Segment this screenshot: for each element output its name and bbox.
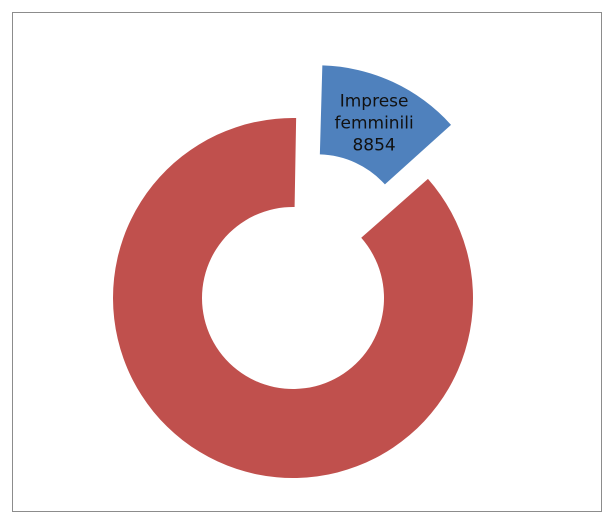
slice-label-line: 8854 — [352, 135, 395, 155]
doughnut-slice-0 — [319, 65, 452, 185]
doughnut-slice-1 — [112, 118, 473, 479]
chart-slices — [112, 65, 473, 479]
slice-label-line: femminili — [335, 113, 414, 133]
slice-label-line: Imprese — [340, 91, 409, 111]
